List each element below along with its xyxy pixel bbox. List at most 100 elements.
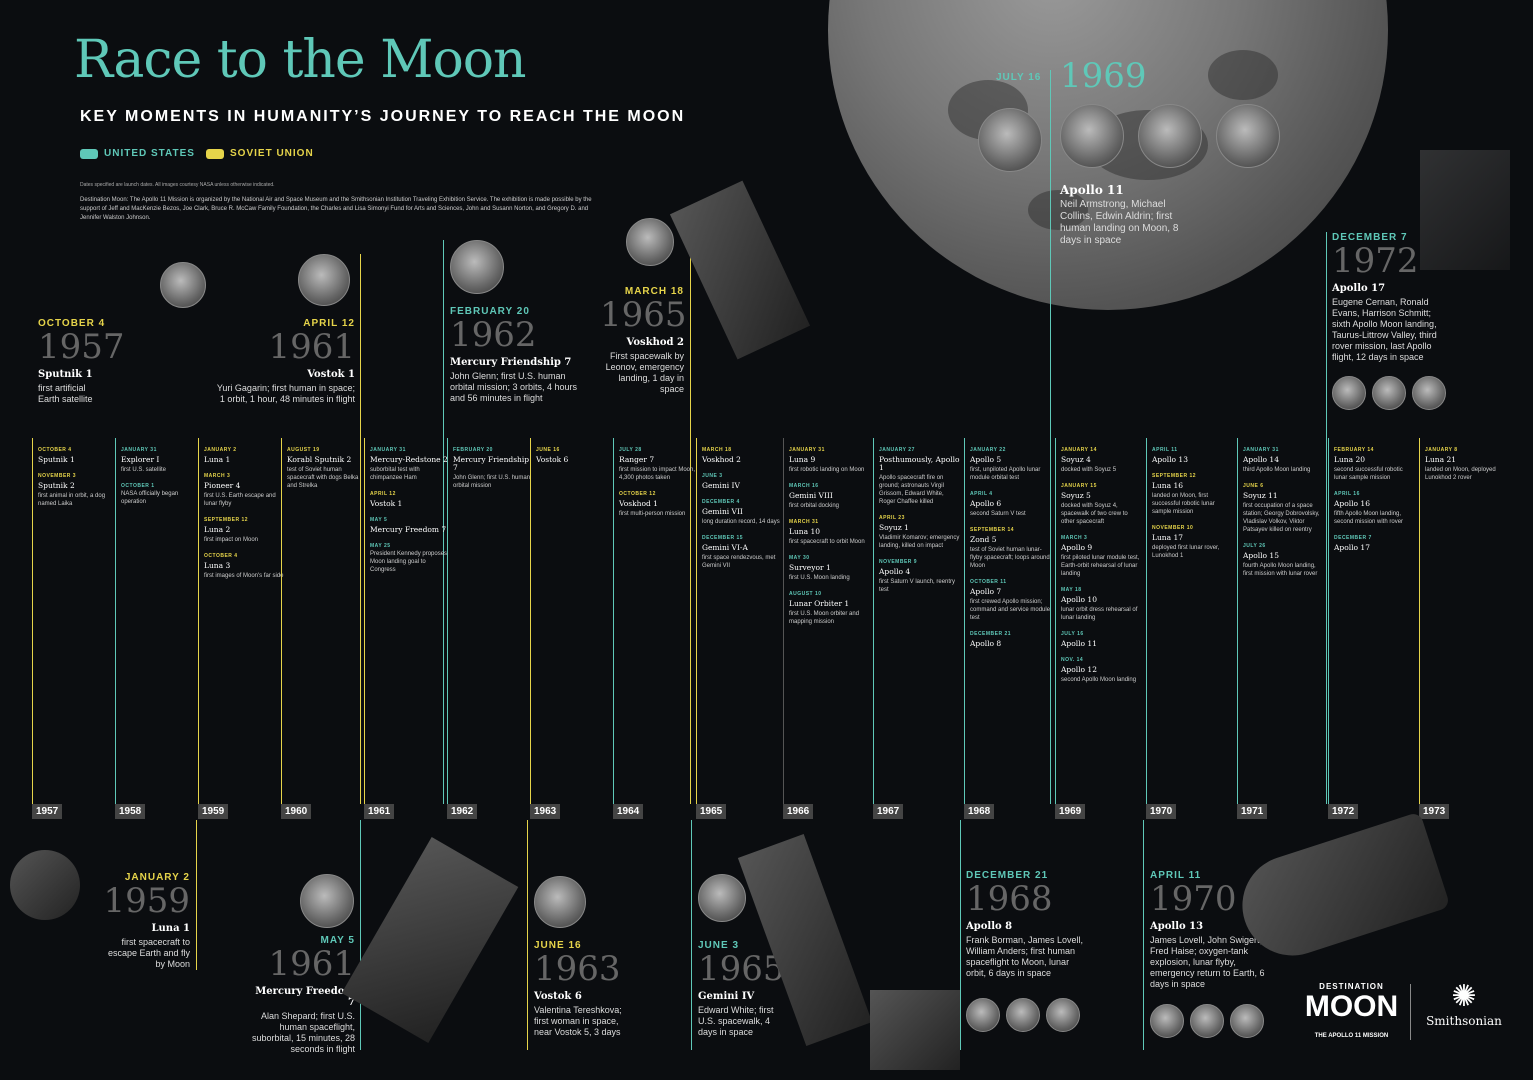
event-description: Vladimir Komarov; emergency landing, kil…: [879, 535, 960, 549]
apollo-csm-image: [1229, 811, 1451, 969]
feature-apollo-11-year: 1969: [1060, 56, 1147, 96]
event-description: deployed first lunar rover, Lunokhod 1: [1152, 545, 1220, 559]
event-date: OCTOBER 12: [619, 491, 656, 497]
event-name: Korabl Sputnik 2: [287, 455, 352, 464]
event-date: OCTOBER 11: [970, 579, 1007, 585]
event-date: JANUARY 8: [1425, 447, 1458, 453]
event-description: first U.S. Earth escape and lunar flyby: [204, 493, 276, 507]
event-name: Apollo 9: [1061, 543, 1093, 552]
event-date: DECEMBER 7: [1334, 535, 1372, 541]
event-date: JUNE 6: [1243, 483, 1264, 489]
timeline-column-1964: JULY 28 Ranger 7 first mission to impact M…: [619, 438, 701, 518]
event-name: Gemini IV: [702, 481, 740, 490]
event-description: first piloted lunar module test, Earth-o…: [1061, 555, 1140, 577]
timeline-line-1960: [281, 438, 282, 804]
event-name: Surveyor 1: [789, 563, 831, 572]
smithsonian-logo: ✺ Smithsonian: [1424, 980, 1504, 1028]
year-label-1960: 1960: [281, 804, 312, 819]
event-date: NOVEMBER 9: [879, 559, 918, 565]
event-description: President Kennedy proposes Moon landing …: [370, 551, 448, 573]
luna-1-image: [10, 850, 80, 920]
timeline-column-1968: JANUARY 22 Apollo 5 first, unpiloted Apoll…: [970, 438, 1052, 650]
timeline-line-1959: [198, 438, 199, 804]
event-date: SEPTEMBER 12: [1152, 473, 1197, 479]
feature-apollo-13: APRIL 11 1970 Apollo 13 James Lovell, Jo…: [1150, 870, 1265, 989]
event-description: suborbital test with chimpanzee Ham: [370, 467, 420, 481]
armstrong-portrait: [1060, 104, 1124, 168]
event-description: second successful robotic lunar sample m…: [1334, 467, 1403, 481]
haise-portrait: [1230, 1004, 1264, 1038]
year-label-1963: 1963: [530, 804, 561, 819]
event-date: DECEMBER 21: [970, 631, 1012, 637]
timeline-column-1969: JANUARY 14 Soyuz 4 docked with Soyuz 5 JANU…: [1061, 438, 1143, 684]
swigert-portrait: [1190, 1004, 1224, 1038]
event-name: Zond 5: [970, 535, 997, 544]
event-name: Luna 21: [1425, 455, 1457, 464]
year-label-1970: 1970: [1146, 804, 1177, 819]
event-date: DECEMBER 15: [702, 535, 744, 541]
event-name: Apollo 4: [879, 567, 911, 576]
event-description: first animal in orbit, a dog named Laika: [38, 493, 106, 507]
year-label-1965: 1965: [696, 804, 727, 819]
year-label-1964: 1964: [613, 804, 644, 819]
event-description: first mission to impact Moon, 4,300 phot…: [619, 467, 696, 481]
event-name: Soyuz 5: [1061, 491, 1091, 500]
event-description: fourth Apollo Moon landing, first missio…: [1243, 563, 1318, 577]
event-name: Apollo 6: [970, 499, 1002, 508]
timeline-column-1973: JANUARY 8 Luna 21 landed on Moon, deployed…: [1425, 438, 1507, 482]
event-name: Luna 20: [1334, 455, 1366, 464]
event-name: Apollo 13: [1152, 455, 1188, 464]
timeline-column-1967: JANUARY 27 Posthumously, Apollo 1 Apollo s…: [879, 438, 961, 594]
event-name: Apollo 8: [970, 639, 1002, 648]
event-description: Apollo spacecraft fire on ground; astron…: [879, 475, 944, 505]
feature-apollo-11-text: Apollo 11 Neil Armstrong, Michael Collin…: [1060, 183, 1179, 246]
event-date: MARCH 31: [789, 519, 819, 525]
anders-portrait: [1046, 998, 1080, 1032]
event-date: JANUARY 31: [789, 447, 825, 453]
event-date: OCTOBER 4: [38, 447, 72, 453]
event-name: Vostok 1: [370, 499, 403, 508]
event-date: MARCH 3: [204, 473, 231, 479]
timeline-line-1964: [613, 438, 614, 804]
year-label-1973: 1973: [1419, 804, 1450, 819]
timeline-column-1970: APRIL 11 Apollo 13 SEPTEMBER 12 Luna 16 land…: [1152, 438, 1234, 560]
cernan-portrait: [1332, 376, 1366, 410]
event-date: DECEMBER 4: [702, 499, 740, 505]
event-date: JANUARY 2: [204, 447, 237, 453]
event-description: landed on Moon, first successful robotic…: [1152, 493, 1215, 515]
year-label-1966: 1966: [783, 804, 814, 819]
event-date: AUGUST 10: [789, 591, 822, 597]
aldrin-portrait: [1216, 104, 1280, 168]
event-description: NASA officially began operation: [121, 491, 179, 505]
glenn-portrait: [450, 240, 504, 294]
sunburst-icon: ✺: [1451, 980, 1477, 1013]
event-name: Apollo 16: [1334, 499, 1370, 508]
event-date: FEBRUARY 20: [453, 447, 493, 453]
event-name: Luna 16: [1152, 481, 1184, 490]
feature-apollo-11: JULY 16: [996, 72, 1042, 83]
leonov-portrait: [626, 218, 674, 266]
event-description: first orbital docking: [789, 503, 840, 509]
event-name: Luna 1: [204, 455, 231, 464]
year-label-1958: 1958: [115, 804, 146, 819]
year-label-1957: 1957: [32, 804, 63, 819]
page-title: Race to the Moon: [74, 30, 527, 90]
event-name: Sputnik 2: [38, 481, 75, 490]
event-date: JULY 26: [1243, 543, 1266, 549]
timeline-line-1969: [1055, 438, 1056, 804]
event-date: MARCH 16: [789, 483, 819, 489]
timeline-column-1966: JANUARY 31 Luna 9 first robotic landing on…: [789, 438, 871, 626]
event-name: Luna 10: [789, 527, 821, 536]
borman-portrait: [966, 998, 1000, 1032]
feature-vostok-6: JUNE 16 1963 Vostok 6 Valentina Tereshko…: [534, 940, 622, 1037]
event-date: AUGUST 19: [287, 447, 320, 453]
event-name: Apollo 7: [970, 587, 1002, 596]
event-date: MAY 18: [1061, 587, 1082, 593]
event-name: Mercury Friendship 7: [453, 455, 530, 472]
evans-portrait: [1372, 376, 1406, 410]
event-description: first robotic landing on Moon: [789, 467, 865, 473]
event-description: second Saturn V test: [970, 511, 1026, 517]
event-name: Pioneer 4: [204, 481, 241, 490]
event-description: John Glenn; first U.S. human orbital mis…: [453, 475, 531, 489]
destination-moon-logo: DESTINATION MOON THE APOLLO 11 MISSION: [1304, 982, 1399, 1039]
